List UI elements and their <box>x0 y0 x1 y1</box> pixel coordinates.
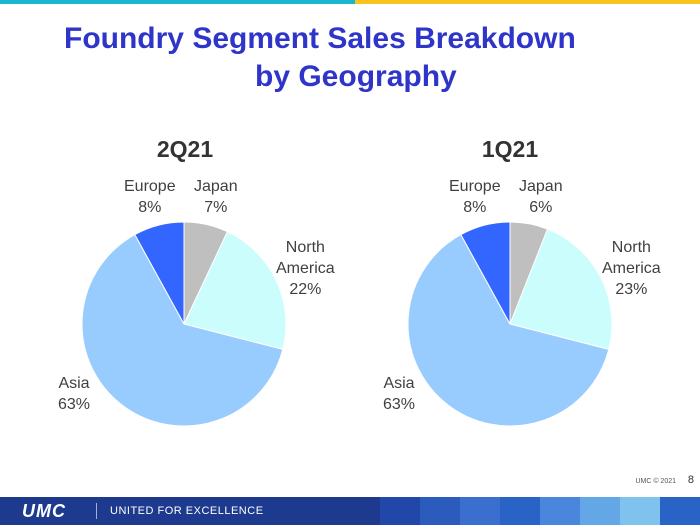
footer-tile <box>540 497 580 525</box>
label-japan-name: Japan <box>519 178 563 195</box>
label-asia-value: 63% <box>383 396 416 413</box>
footer-tagline: UNITED FOR EXCELLENCE <box>110 505 264 517</box>
data-label-japan: Japan 7% <box>194 176 238 218</box>
footer-color-tiles <box>380 497 700 525</box>
pie-2q21-svg <box>81 221 287 427</box>
footer-tile <box>460 497 500 525</box>
label-na-value: 23% <box>615 281 648 298</box>
pie-1q21-svg <box>407 221 613 427</box>
label-na-name-line2: America <box>602 260 661 277</box>
footer-tile <box>580 497 620 525</box>
footer-tile <box>380 497 420 525</box>
data-label-europe: Europe 8% <box>449 176 501 218</box>
chart-title: 2Q21 <box>156 136 214 162</box>
label-europe-value: 8% <box>138 199 162 216</box>
data-label-japan: Japan 6% <box>519 176 563 218</box>
top-accent-yellow <box>355 0 700 4</box>
pie-slice-north-america <box>183 231 287 350</box>
footer-tile <box>420 497 460 525</box>
footer-tile <box>620 497 660 525</box>
footer-divider <box>96 503 97 519</box>
label-japan-name: Japan <box>194 178 238 195</box>
data-label-north-america: North America 23% <box>602 237 661 300</box>
label-asia-value: 63% <box>58 396 91 413</box>
data-label-europe: Europe 8% <box>124 176 176 218</box>
slide-title-line2: by Geography <box>255 60 457 93</box>
pie-slice-north-america <box>509 228 613 350</box>
page-number: 8 <box>687 474 694 486</box>
data-label-asia: Asia 63% <box>383 373 415 415</box>
label-japan-value: 7% <box>204 199 228 216</box>
chart-title: 1Q21 <box>481 136 539 162</box>
pie-chart-2q21: 2Q21 Europe 8% Japan 7% North America 22… <box>20 130 350 430</box>
label-na-name-line1: North <box>611 239 651 256</box>
umc-logo: UMC <box>22 501 66 521</box>
slide-title-line1: Foundry Segment Sales Breakdown <box>64 22 576 55</box>
label-europe-name: Europe <box>449 178 501 195</box>
pie-slice-europe <box>460 221 511 325</box>
data-label-asia: Asia 63% <box>58 373 90 415</box>
pie-slice-asia <box>407 233 610 427</box>
footer-tile <box>660 497 700 525</box>
label-na-name-line2: America <box>276 260 335 277</box>
label-na-value: 22% <box>289 281 322 298</box>
data-label-north-america: North America 22% <box>276 237 335 300</box>
label-japan-value: 6% <box>529 199 553 216</box>
copyright-note: UMC © 2021 <box>635 478 676 485</box>
label-europe-value: 8% <box>463 199 487 216</box>
label-na-name-line1: North <box>285 239 325 256</box>
label-asia-name: Asia <box>383 375 415 392</box>
pie-slice-europe <box>134 221 185 325</box>
top-accent-bar <box>0 0 700 4</box>
top-accent-cyan <box>0 0 355 4</box>
footer-tile <box>500 497 540 525</box>
pie-slice-asia <box>81 233 284 427</box>
label-europe-name: Europe <box>124 178 176 195</box>
footer-bar: UMC UNITED FOR EXCELLENCE <box>0 497 700 525</box>
label-asia-name: Asia <box>58 375 90 392</box>
pie-chart-1q21: 1Q21 Europe 8% Japan 6% North America 23… <box>345 130 675 430</box>
